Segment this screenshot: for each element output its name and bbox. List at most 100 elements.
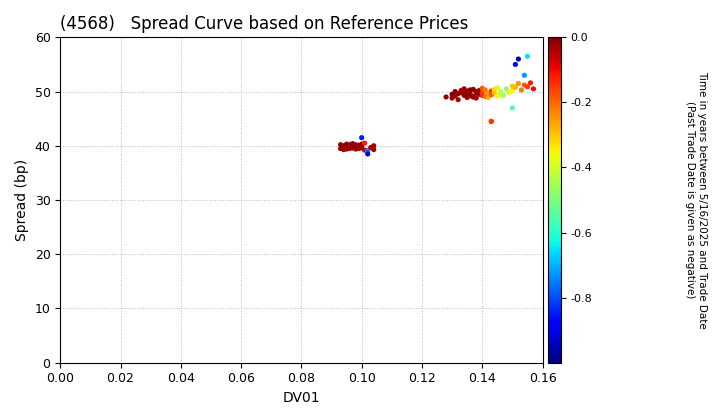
Point [347, 144, 359, 151]
Point [344, 144, 356, 151]
Point [335, 145, 346, 152]
Point [356, 141, 367, 147]
Point [489, 89, 500, 96]
Point [507, 87, 518, 94]
Point [344, 142, 356, 149]
Point [485, 118, 497, 125]
Point [513, 80, 524, 87]
Point [507, 105, 518, 111]
Point [338, 146, 349, 153]
Point [482, 94, 494, 101]
Point [362, 147, 374, 154]
Point [462, 88, 473, 94]
Point [356, 134, 367, 141]
Point [452, 90, 464, 97]
Point [338, 142, 349, 149]
Text: (4568)   Spread Curve based on Reference Prices: (4568) Spread Curve based on Reference P… [60, 15, 469, 33]
Point [462, 89, 473, 96]
Point [344, 145, 356, 152]
Point [459, 90, 470, 97]
Point [341, 142, 352, 149]
Point [522, 53, 534, 60]
Point [467, 94, 479, 100]
Point [338, 144, 349, 150]
Point [362, 151, 374, 158]
Point [452, 96, 464, 103]
Point [495, 91, 506, 97]
Point [477, 85, 488, 92]
Point [341, 146, 352, 152]
Point [492, 84, 503, 91]
Point [518, 72, 530, 79]
Point [480, 87, 491, 93]
Point [518, 82, 530, 89]
Point [359, 147, 371, 153]
Point [522, 83, 534, 90]
Point [455, 89, 467, 96]
Point [362, 149, 374, 156]
Point [470, 95, 482, 102]
Point [459, 92, 470, 99]
Point [347, 140, 359, 147]
Point [503, 89, 515, 96]
Point [477, 92, 488, 99]
Point [470, 88, 482, 95]
Point [500, 86, 512, 92]
Point [335, 142, 346, 148]
Point [507, 83, 518, 89]
Point [464, 87, 476, 93]
Point [368, 142, 379, 149]
X-axis label: DV01: DV01 [282, 391, 320, 405]
Point [482, 90, 494, 97]
Point [467, 93, 479, 100]
Y-axis label: Time in years between 5/16/2025 and Trade Date
(Past Trade Date is given as nega: Time in years between 5/16/2025 and Trad… [685, 71, 707, 329]
Point [350, 146, 361, 152]
Point [353, 145, 364, 152]
Point [477, 89, 488, 96]
Point [485, 118, 497, 125]
Point [365, 144, 377, 151]
Point [341, 144, 352, 151]
Point [455, 87, 467, 94]
Point [474, 87, 485, 94]
Point [467, 86, 479, 93]
Point [368, 146, 379, 153]
Point [441, 94, 452, 100]
Point [513, 56, 524, 63]
Point [464, 90, 476, 97]
Point [462, 94, 473, 101]
Point [495, 88, 506, 95]
Point [347, 144, 359, 150]
Point [356, 144, 367, 151]
Point [492, 92, 503, 99]
Point [464, 92, 476, 99]
Point [449, 92, 461, 99]
Point [353, 144, 364, 150]
Point [350, 142, 361, 148]
Point [350, 144, 361, 151]
Point [462, 92, 473, 98]
Point [525, 79, 536, 86]
Point [510, 61, 521, 68]
Point [446, 91, 458, 97]
Point [485, 92, 497, 98]
Point [470, 90, 482, 97]
Point [474, 91, 485, 97]
Point [510, 84, 521, 91]
Y-axis label: Spread (bp): Spread (bp) [15, 159, 29, 241]
Point [489, 86, 500, 93]
Point [356, 143, 367, 150]
Point [347, 142, 359, 149]
Point [449, 88, 461, 95]
Point [341, 141, 352, 147]
Point [350, 142, 361, 149]
Point [516, 87, 527, 93]
Point [359, 140, 371, 147]
Point [353, 142, 364, 149]
Point [344, 143, 356, 150]
Point [446, 95, 458, 102]
Point [528, 86, 539, 92]
Point [480, 93, 491, 100]
Point [344, 142, 356, 148]
Point [459, 86, 470, 92]
